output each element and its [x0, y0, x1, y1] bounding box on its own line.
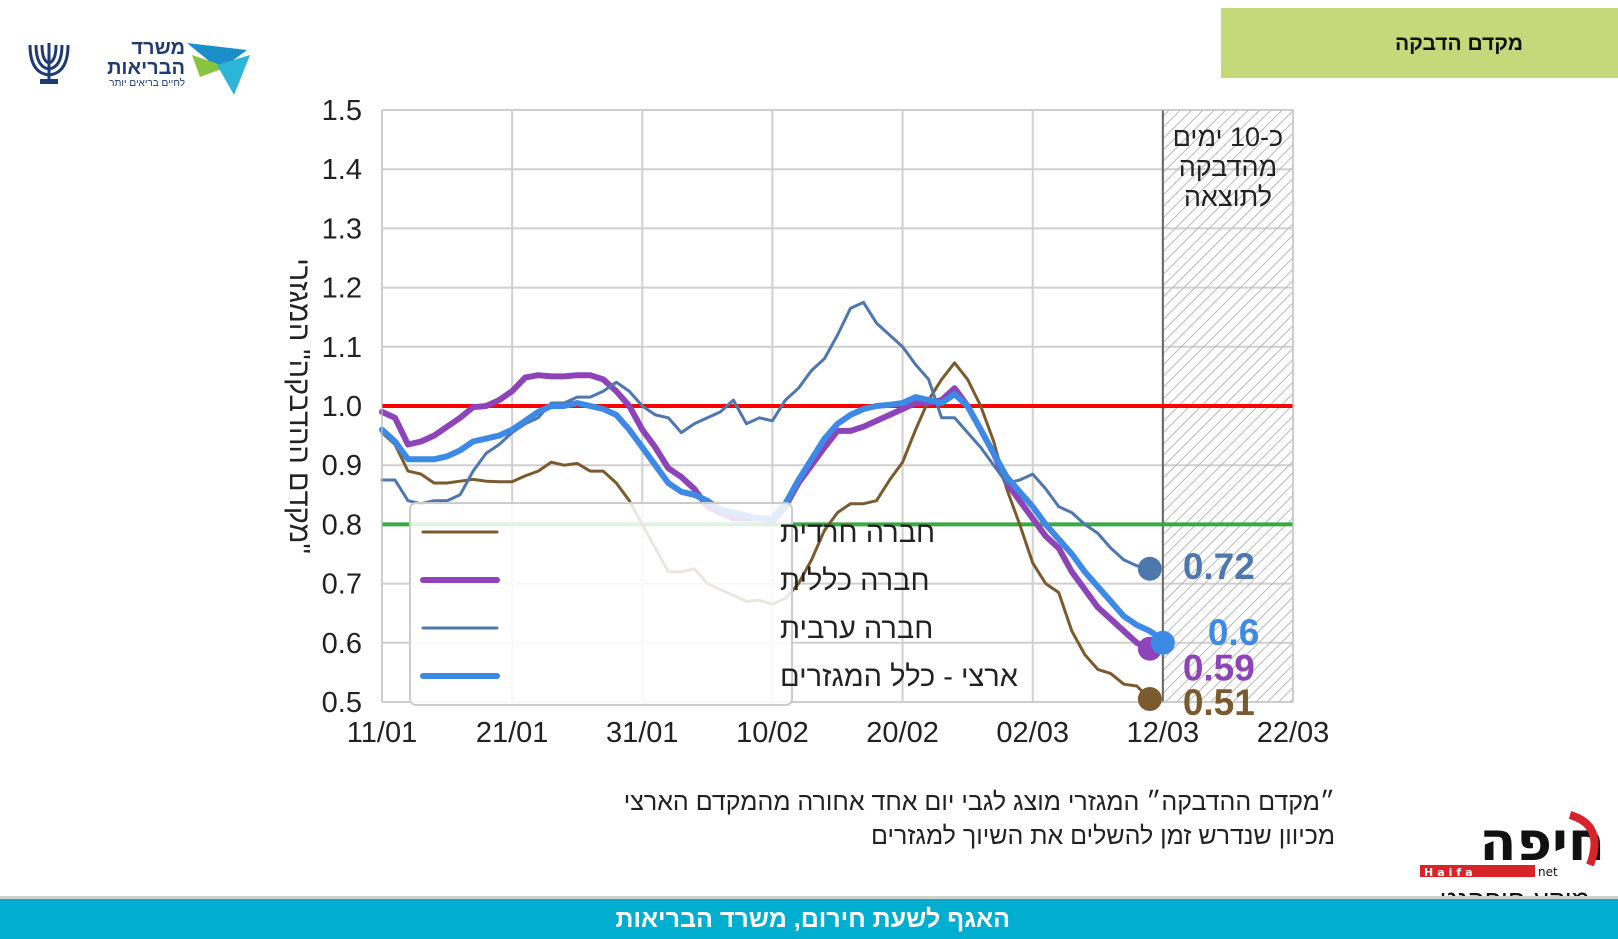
x-tick-label: 12/03 [1127, 717, 1200, 749]
y-tick-label: 0.6 [322, 628, 362, 660]
topic-tag: מקדם הדבקה [1221, 8, 1618, 78]
chart-footnote: ״מקדם ההדבקה״ המגזרי מוצג לגבי יום אחד א… [420, 785, 1335, 853]
health-wing-icon [187, 43, 250, 95]
x-tick-label: 10/02 [736, 717, 809, 749]
series-end-labels: 0.510.59 0.72 0.6 [1137, 546, 1259, 723]
haifa-net-logo: חיפה Haifa net [1420, 810, 1605, 879]
y-tick-label: 0.9 [322, 450, 362, 482]
y-tick-label: 0.5 [322, 687, 362, 719]
ministry-name: משרד הבריאות [107, 37, 185, 79]
legend-label: חברה כללית [780, 565, 930, 597]
legend-label: חברה ערבית [780, 613, 933, 645]
x-tick-label: 21/01 [476, 717, 549, 749]
haifa-swoosh-icon [1568, 811, 1599, 867]
series-end-marker [1137, 556, 1162, 581]
y-tick-label: 1.3 [322, 213, 362, 245]
topic-tag-label: מקדם הדבקה [1394, 32, 1523, 55]
legend-label: חברה חרדית [780, 517, 935, 549]
plot-border [381, 109, 1294, 703]
footnote-line-1: ״מקדם ההדבקה״ המגזרי מוצג לגבי יום אחד א… [623, 788, 1335, 816]
series-end-label: 0.51 [1183, 682, 1255, 723]
chart-legend: חברה חרדית חברה כללית חברה ערבית ארצי - כלל… [409, 502, 1018, 706]
lag-region-label: לתוצאה [1184, 182, 1272, 212]
x-tick-label: 22/03 [1257, 717, 1330, 749]
haifa-net-suffix: net [1538, 865, 1558, 879]
chart-axes: 0.5 0.6 0.7 0.8 0.9 1.0 1.1 1.2 1.3 1.4 1.5 11/01 21… [283, 95, 1329, 749]
footer-text: האגף לשעת חירום, משרד הבריאות [615, 905, 1010, 933]
menorah-emblem-icon [24, 39, 74, 84]
ministry-of-health-logo [24, 39, 250, 95]
y-tick-label: 1.2 [322, 273, 362, 305]
y-tick-label: 1.0 [322, 391, 362, 423]
lag-region-label: מהדבקה [1179, 152, 1277, 182]
legend-label: ארצי - כלל המגזרים [780, 661, 1018, 693]
x-tick-label: 02/03 [996, 717, 1069, 749]
y-axis-label: "מקדם ההדבקה" המגזרי [283, 258, 315, 554]
y-tick-label: 0.7 [322, 569, 362, 601]
haifa-latin: Haifa [1424, 866, 1477, 879]
series-line-2 [380, 300, 1152, 571]
y-tick-label: 1.4 [322, 154, 362, 186]
series-end-label: 0.72 [1183, 546, 1255, 587]
y-tick-label: 1.1 [322, 332, 362, 364]
series-end-label: 0.59 [1183, 648, 1255, 689]
legend-box [409, 502, 793, 706]
y-tick-label: 1.5 [322, 95, 362, 127]
haifa-red-bar [1420, 865, 1535, 877]
series-end-marker [1150, 630, 1175, 655]
footnote-line-2: מכיוון שנדרש זמן להשלים את השיוך למגזרים [871, 822, 1335, 850]
x-tick-label: 31/01 [606, 717, 679, 749]
footer-bar: האגף לשעת חירום, משרד הבריאות [0, 896, 1618, 939]
x-tick-label: 11/01 [347, 717, 417, 749]
lag-region-label: כ-10 ימים [1173, 122, 1284, 152]
y-tick-label: 0.8 [322, 509, 362, 541]
ministry-slogan: לחיים בריאים יותר [109, 78, 185, 89]
series-end-label: 0.6 [1208, 612, 1259, 653]
x-tick-label: 20/02 [866, 717, 939, 749]
series-end-marker [1137, 687, 1162, 712]
